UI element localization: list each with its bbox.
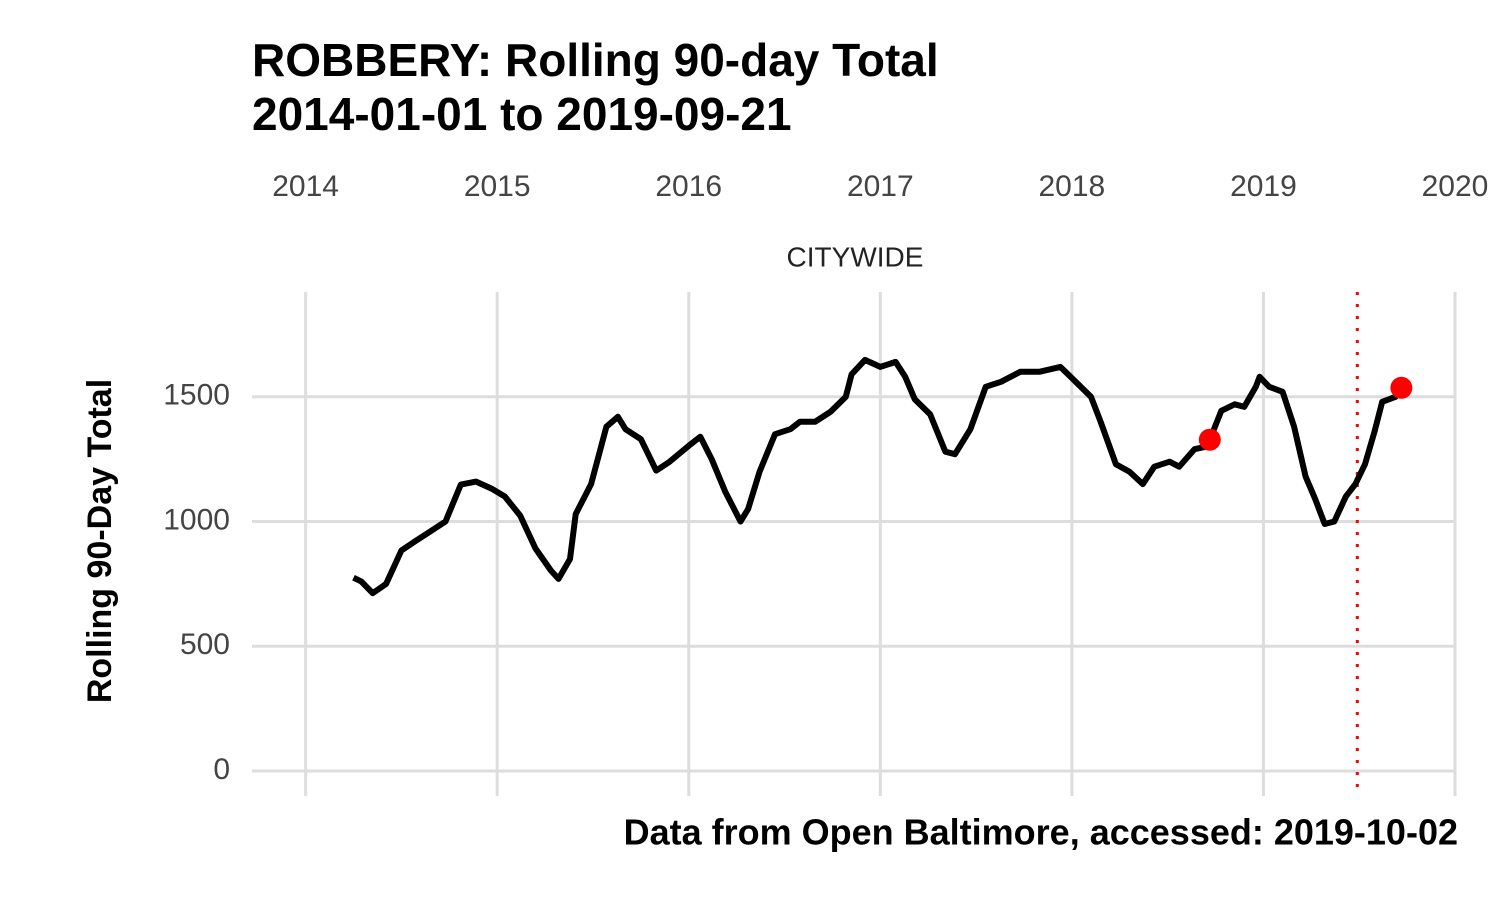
y-tick-label: 1000	[163, 503, 230, 536]
x-tick-label: 2016	[655, 170, 722, 203]
x-tick-label: 2015	[464, 170, 531, 203]
facet-label: CITYWIDE	[787, 241, 924, 272]
y-axis-title: Rolling 90-Day Total	[81, 379, 119, 703]
y-tick-label: 500	[180, 628, 230, 661]
caption: Data from Open Baltimore, accessed: 2019…	[624, 812, 1458, 853]
x-tick-label: 2018	[1039, 170, 1106, 203]
highlight-point	[1390, 376, 1413, 399]
chart-title: ROBBERY: Rolling 90-day Total	[252, 34, 939, 86]
highlight-point	[1198, 428, 1221, 451]
x-tick-label: 2014	[272, 170, 339, 203]
x-tick-label: 2019	[1230, 170, 1297, 203]
line	[352, 356, 1404, 597]
chart-subtitle: 2014-01-01 to 2019-09-21	[252, 88, 792, 140]
x-tick-label: 2017	[847, 170, 914, 203]
y-tick-label: 0	[213, 753, 230, 786]
x-tick-label: 2020	[1422, 170, 1489, 203]
y-tick-label: 1500	[163, 379, 230, 412]
